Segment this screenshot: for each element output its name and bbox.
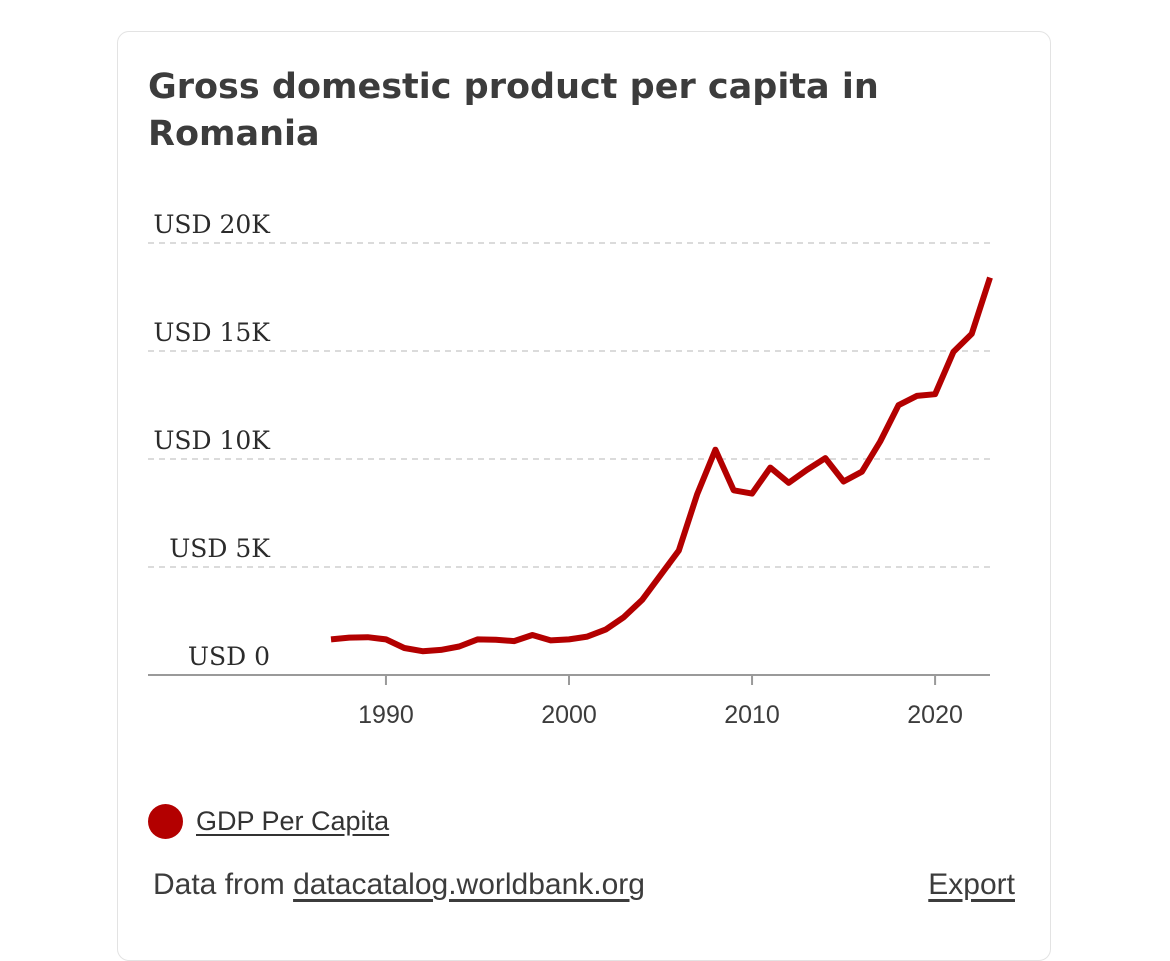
legend-label-gdp-per-capita[interactable]: GDP Per Capita — [196, 805, 390, 836]
export-link[interactable]: Export — [928, 868, 1015, 901]
chart-card — [117, 31, 1051, 961]
source-link[interactable]: datacatalog.worldbank.org — [293, 868, 645, 901]
series-lines — [330, 276, 993, 655]
y-tick-label-usd-0: USD 0 — [188, 642, 270, 671]
legend: GDP Per Capita — [148, 801, 389, 841]
gridlines — [148, 242, 990, 568]
y-tick-label-usd-20k: USD 20K — [153, 210, 271, 239]
y-tick-label-usd-15k: USD 15K — [153, 318, 271, 347]
chart-footer: Data from datacatalog.worldbank.org Expo… — [153, 868, 1015, 902]
y-tick-label-usd-5k: USD 5K — [169, 534, 271, 563]
x-tick-label-2020: 2020 — [907, 701, 963, 729]
x-tick-label-1990: 1990 — [358, 701, 414, 729]
y-axis-tick-labels: USD 0 USD 5K USD 10K USD 15K USD 20K — [153, 210, 271, 671]
source-attribution: Data from datacatalog.worldbank.org — [153, 868, 645, 902]
source-prefix: Data from — [153, 868, 285, 901]
series-line-gdp-per-capita — [330, 276, 993, 655]
x-tick-label-2010: 2010 — [724, 701, 780, 729]
chart-title: Gross domestic product per capita in Rom… — [148, 67, 879, 154]
legend-swatch-gdp-per-capita — [148, 803, 183, 839]
x-tick-label-2000: 2000 — [541, 701, 597, 729]
line-chart: USD 0 USD 5K USD 10K USD 15K USD 20K 1990 200… — [148, 210, 993, 729]
y-tick-label-usd-10k: USD 10K — [153, 426, 271, 455]
x-axis-ticks: 1990 2000 2010 2020 — [358, 675, 963, 729]
